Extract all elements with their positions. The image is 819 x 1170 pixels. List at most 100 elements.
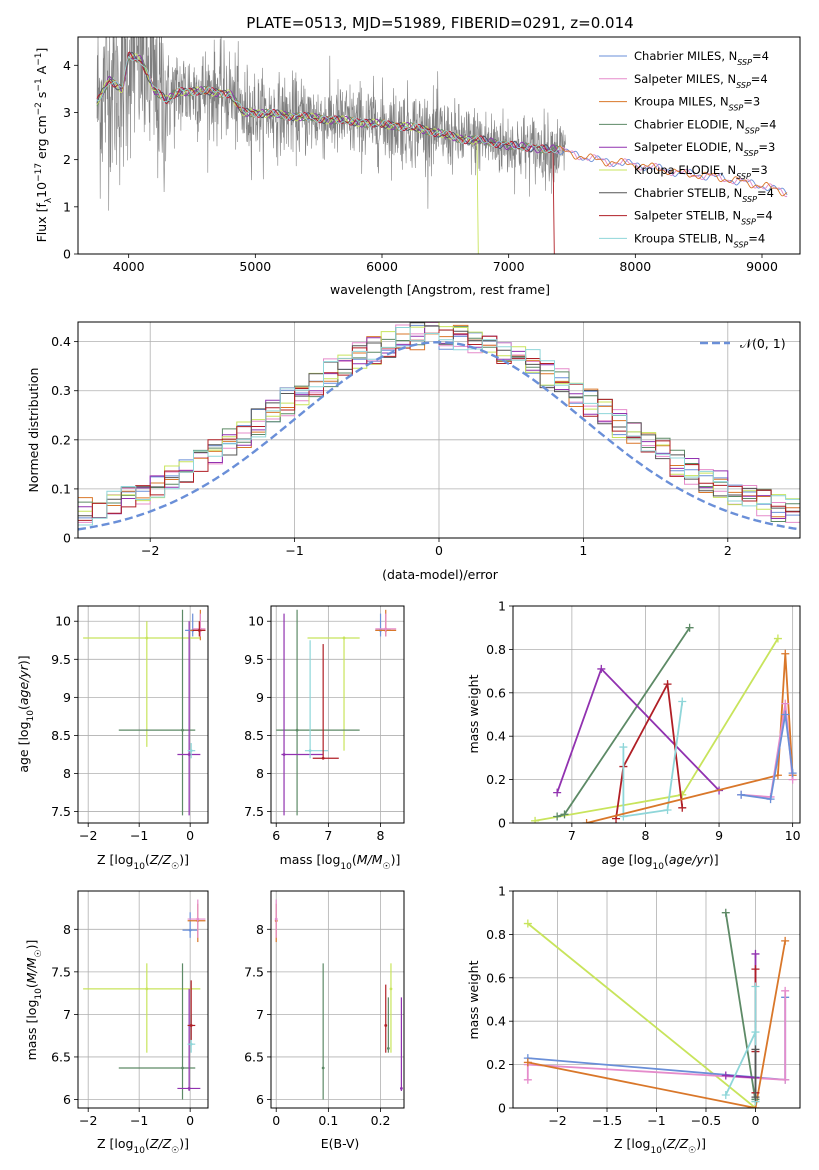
weight-marker: [737, 790, 746, 799]
x-tick-label: 6000: [366, 259, 398, 274]
weight-marker: [553, 788, 562, 797]
x-tick-label: 9000: [746, 259, 778, 274]
data-point: [399, 1087, 403, 1090]
x-tick-label: 0: [751, 1113, 759, 1128]
y-tick-label: 0.3: [51, 383, 71, 398]
weight-marker: [721, 1090, 730, 1099]
y-tick-label: 1: [498, 599, 506, 614]
data-point: [181, 1066, 184, 1070]
y-tick-label: 8.5: [244, 728, 264, 743]
y-tick-label: 7.5: [51, 804, 71, 819]
model-line-kroupa-miles: [96, 57, 788, 197]
data-point: [384, 1024, 388, 1027]
legend-entry: Chabrier ELODIE, NSSP=4: [634, 117, 776, 135]
legend-entry: Kroupa STELIB, NSSP=4: [634, 231, 765, 249]
y-tick-label: 1: [63, 199, 71, 214]
panel-0: [74, 36, 801, 258]
data-point: [342, 636, 346, 640]
axes-frame: [270, 605, 405, 824]
plot-area-6: [274, 899, 403, 1100]
chart-title: PLATE=0513, MJD=51989, FIBERID=0291, z=0…: [246, 14, 633, 32]
y-tick-label: 10: [55, 614, 71, 629]
weight-marker: [523, 1075, 532, 1084]
weight-marker: [781, 986, 790, 995]
weight-line: [725, 953, 757, 1079]
x-tick-label: −1: [647, 1113, 665, 1128]
data-point: [189, 1024, 193, 1027]
y-tick-label: 0.4: [486, 1014, 506, 1029]
weight-marker: [523, 1058, 532, 1067]
model-line-kroupa-stelib: [96, 55, 560, 154]
weight-marker: [678, 803, 687, 812]
x-tick-label: −2: [548, 1113, 566, 1128]
plot-area-5: [83, 899, 206, 1100]
weight-marker: [531, 816, 540, 823]
x-tick-label: 8000: [619, 259, 651, 274]
y-tick-label: 7: [256, 1007, 264, 1022]
y-axis-label: age [log10(age/yr)]: [16, 655, 36, 772]
axes-frame: [512, 605, 801, 824]
data-point: [145, 987, 149, 991]
weight-marker: [582, 819, 591, 823]
y-tick-label: 8: [63, 766, 71, 781]
x-axis-label: Z [log10(Z/Z☉)]: [97, 1136, 189, 1156]
x-axis-label: E(B-V): [321, 1136, 360, 1151]
data-point: [386, 1047, 390, 1050]
x-tick-label: 8: [641, 828, 649, 843]
weight-line: [527, 940, 787, 1108]
plot-area-3: [276, 609, 397, 816]
y-tick-label: 6: [256, 1092, 264, 1107]
plot-area-1: [78, 322, 800, 531]
x-tick-label: −1: [130, 828, 148, 843]
x-tick-label: 4000: [113, 259, 145, 274]
x-tick-label: 2: [724, 543, 732, 558]
legend-entry: 𝒩(0, 1): [740, 336, 786, 351]
normal-curve: [78, 340, 800, 531]
panel-3: [267, 605, 405, 827]
y-axis-label: Flux [fλ10−17 erg cm−2 s−1 A−1]: [34, 48, 54, 243]
x-tick-label: −2: [79, 828, 97, 843]
y-tick-label: 7: [63, 1007, 71, 1022]
y-tick-label: 0.6: [486, 685, 506, 700]
weight-marker: [619, 743, 628, 752]
y-tick-label: 2: [63, 152, 71, 167]
weight-marker: [523, 919, 532, 928]
y-tick-label: 0: [63, 247, 71, 262]
y-tick-label: 0.1: [51, 481, 71, 496]
plot-area-4: [531, 623, 797, 823]
panel-5: [74, 890, 209, 1112]
data-point: [384, 627, 388, 631]
data-point: [189, 1042, 193, 1046]
panel-6: [267, 890, 405, 1112]
weight-marker: [751, 982, 760, 991]
weight-marker: [766, 795, 775, 804]
data-point: [295, 728, 299, 732]
x-tick-label: 0: [435, 543, 443, 558]
x-tick-label: 0.2: [371, 1113, 391, 1128]
data-point: [187, 753, 191, 756]
weight-line: [526, 990, 787, 1081]
y-tick-label: 6.5: [244, 1049, 264, 1064]
y-tick-label: 0.8: [486, 642, 506, 657]
plot-area-0: [96, 37, 788, 254]
x-tick-label: 1: [579, 543, 587, 558]
weight-marker: [560, 810, 569, 819]
data-point: [389, 987, 393, 991]
weight-marker: [781, 1075, 790, 1084]
weight-marker: [781, 936, 790, 945]
axes-frame: [77, 36, 801, 255]
y-tick-label: 9.5: [244, 652, 264, 667]
data-point: [189, 749, 193, 753]
x-tick-label: 0: [272, 1113, 280, 1128]
weight-marker: [663, 680, 672, 689]
y-tick-label: 0: [498, 816, 506, 831]
plot-area-2: [83, 609, 206, 816]
x-tick-label: 0.1: [318, 1113, 338, 1128]
weight-line: [724, 986, 757, 1102]
data-point: [187, 1087, 191, 1090]
y-tick-label: 0.4: [51, 334, 71, 349]
data-point: [145, 636, 149, 640]
x-tick-label: −2: [79, 1113, 97, 1128]
weight-marker: [721, 908, 730, 917]
data-point: [321, 756, 325, 760]
